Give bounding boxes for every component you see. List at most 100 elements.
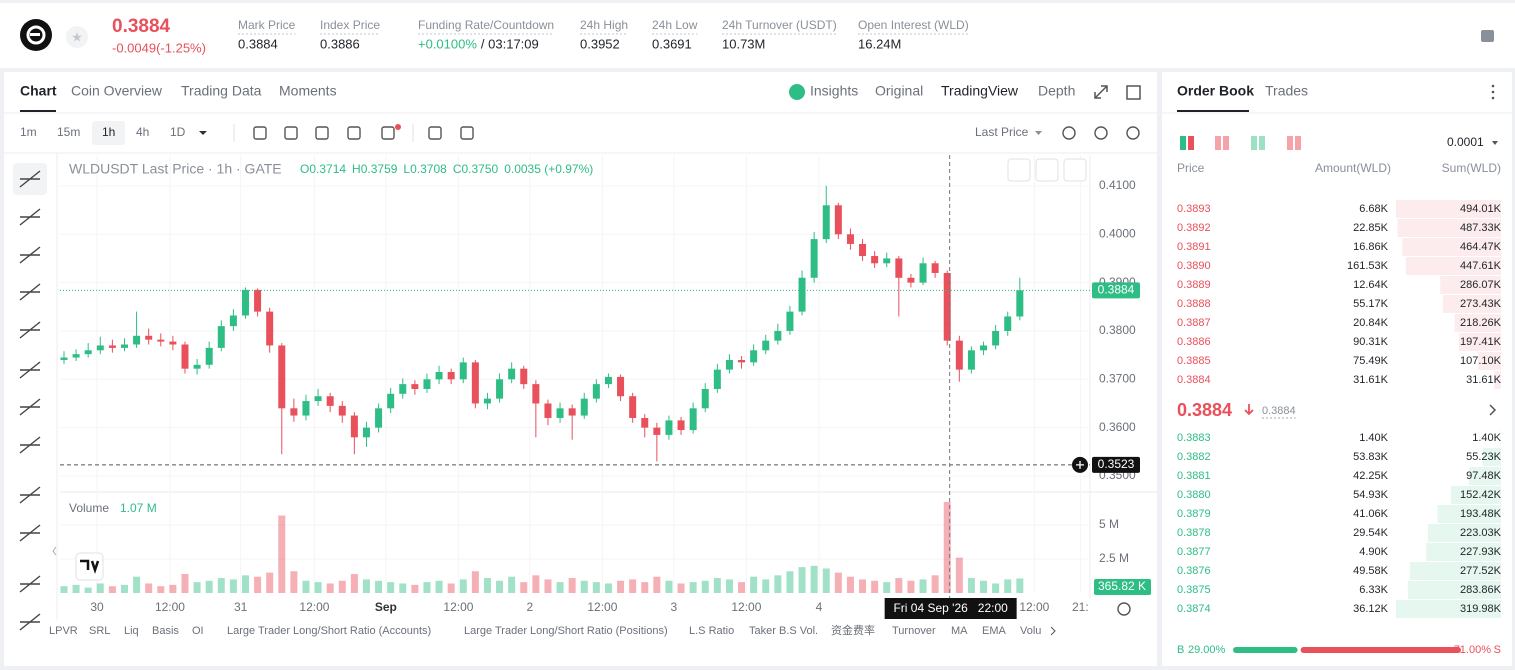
- candle-body: [133, 335, 141, 345]
- favorite-button[interactable]: [66, 26, 88, 48]
- indicator-tab[interactable]: Large Trader Long/Short Ratio (Positions…: [464, 625, 668, 637]
- ob-amount: 6.33K: [1359, 584, 1388, 596]
- window-icon[interactable]: [1126, 85, 1141, 100]
- indicator-tab[interactable]: Taker B.S Vol.: [749, 625, 818, 637]
- indicator-more[interactable]: [1050, 626, 1056, 636]
- volume-bar: [653, 576, 661, 593]
- view-tab[interactable]: Depth: [1038, 83, 1075, 99]
- pane-button[interactable]: [1035, 158, 1059, 182]
- toolbar-icon[interactable]: [284, 126, 298, 140]
- indicator-tab[interactable]: EMA: [982, 625, 1007, 637]
- indicator-tab[interactable]: OI: [192, 625, 204, 637]
- drawing-tool[interactable]: [19, 524, 41, 542]
- ob-layout-icon[interactable]: [1251, 136, 1257, 150]
- drawing-tool[interactable]: [19, 361, 41, 379]
- candle-body: [750, 350, 758, 363]
- volume-bar: [254, 576, 262, 593]
- toolbar-icon[interactable]: [253, 126, 267, 140]
- ohlc-item: C0.3750: [453, 162, 499, 176]
- ob-menu-dot[interactable]: [1491, 90, 1495, 94]
- toolbar-icon[interactable]: [460, 126, 474, 140]
- drawing-tool[interactable]: [19, 398, 41, 416]
- ob-sum: 223.03K: [1460, 527, 1502, 539]
- x-tick-label: 12:00: [587, 600, 617, 614]
- ob-price: 0.3892: [1177, 222, 1211, 234]
- volume-bar: [193, 582, 201, 593]
- price-type[interactable]: Last Price: [975, 125, 1029, 139]
- drawing-tool[interactable]: [19, 283, 41, 301]
- drawing-tool[interactable]: [19, 613, 41, 631]
- volume-bar: [169, 584, 177, 593]
- indicator-tab[interactable]: Liq: [124, 625, 139, 637]
- volume-bar: [943, 501, 951, 593]
- ob-precision[interactable]: 0.0001: [1447, 135, 1484, 149]
- candle-body: [919, 263, 927, 283]
- volume-current: 1.07 M: [120, 501, 157, 515]
- view-tab[interactable]: Original: [875, 83, 923, 99]
- chart-tab[interactable]: Trading Data: [181, 83, 262, 99]
- interval-caret[interactable]: [199, 131, 207, 135]
- toolbar-icon[interactable]: [428, 126, 442, 140]
- indicator-tab[interactable]: Large Trader Long/Short Ratio (Accounts): [227, 625, 431, 637]
- chart-tab[interactable]: Coin Overview: [71, 83, 163, 99]
- volume-bar: [725, 579, 733, 593]
- ob-layout-icon[interactable]: [1215, 136, 1221, 150]
- drawing-tool[interactable]: [19, 208, 41, 226]
- pane-button[interactable]: [1063, 158, 1087, 182]
- ob-layout-icon[interactable]: [1287, 136, 1293, 150]
- volume-bar: [871, 580, 879, 593]
- indicator-tab[interactable]: Volu: [1020, 625, 1041, 637]
- toolbar-icon[interactable]: [1062, 126, 1076, 140]
- toolbar-icon[interactable]: [347, 126, 361, 140]
- view-tab[interactable]: TradingView: [941, 83, 1019, 99]
- drawing-tool[interactable]: [19, 486, 41, 504]
- marker-tag-label: 0.3523: [1098, 457, 1135, 471]
- indicator-tab[interactable]: Turnover: [892, 625, 936, 637]
- ob-menu-dot[interactable]: [1491, 96, 1495, 100]
- ob-menu-dot[interactable]: [1491, 84, 1495, 88]
- expand-icon[interactable]: [1094, 85, 1108, 99]
- volume-bar: [326, 583, 334, 593]
- ob-layout-icon[interactable]: [1180, 136, 1186, 150]
- indicator-tab[interactable]: Basis: [152, 625, 179, 637]
- toolbar-icon[interactable]: [315, 126, 329, 140]
- indicator-tab[interactable]: MA: [951, 625, 968, 637]
- collapse-arrow[interactable]: [52, 546, 57, 556]
- ob-price: 0.3888: [1177, 298, 1211, 310]
- volume-bar: [556, 582, 564, 593]
- settings-icon[interactable]: [1117, 602, 1131, 616]
- candle-body: [508, 368, 516, 380]
- pane-button[interactable]: [1007, 158, 1031, 182]
- drawing-tool[interactable]: [19, 321, 41, 339]
- volume-bar: [120, 584, 128, 593]
- ob-tab[interactable]: Order Book: [1177, 83, 1254, 99]
- ob-layout-icon: [1223, 136, 1229, 150]
- drawing-tool[interactable]: [19, 246, 41, 264]
- drawing-tool[interactable]: [19, 436, 41, 454]
- interval-button[interactable]: 15m: [57, 125, 80, 139]
- chart-tab[interactable]: Chart: [20, 83, 57, 99]
- chart-tab[interactable]: Moments: [279, 83, 337, 99]
- notes-icon[interactable]: [1481, 30, 1494, 42]
- drawing-tool[interactable]: [19, 170, 41, 188]
- drawing-tool[interactable]: [19, 575, 41, 593]
- interval-button[interactable]: 1h: [102, 125, 115, 139]
- interval-button[interactable]: 1D: [170, 125, 186, 139]
- view-tab[interactable]: Insights: [810, 83, 858, 99]
- toolbar-icon[interactable]: [1094, 126, 1108, 140]
- toolbar-icon[interactable]: [381, 126, 395, 140]
- indicator-tab[interactable]: SRL: [89, 625, 110, 637]
- interval-button[interactable]: 1m: [20, 125, 37, 139]
- volume-bar: [665, 580, 673, 593]
- interval-button[interactable]: 4h: [136, 125, 149, 139]
- depth-bar: [1494, 371, 1501, 389]
- indicator-tab[interactable]: L.S Ratio: [689, 625, 734, 637]
- indicator-tab[interactable]: 资金费率: [831, 623, 875, 637]
- y-tick-label: 0.4000: [1099, 226, 1136, 240]
- toolbar-icon[interactable]: [1126, 126, 1140, 140]
- ob-tab[interactable]: Trades: [1265, 83, 1308, 99]
- insights-icon: [789, 84, 805, 100]
- candle-body: [871, 256, 879, 264]
- ob-more-chevron[interactable]: [1489, 404, 1497, 416]
- indicator-tab[interactable]: LPVR: [49, 625, 78, 637]
